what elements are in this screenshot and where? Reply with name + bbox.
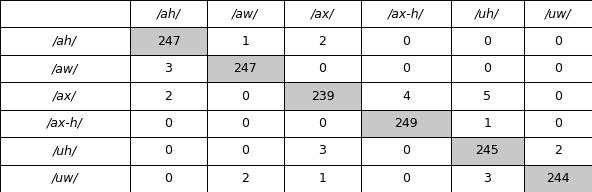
Bar [207, 110, 284, 137]
Text: /uw/: /uw/ [52, 172, 78, 185]
Bar [451, 110, 524, 137]
Text: /ah/: /ah/ [53, 35, 77, 48]
Text: 247: 247 [157, 35, 181, 48]
Bar [524, 55, 592, 82]
Bar [207, 27, 284, 55]
Text: 1: 1 [484, 117, 491, 130]
Text: /ax-h/: /ax-h/ [47, 117, 83, 130]
Bar [207, 0, 284, 27]
Bar [361, 165, 451, 192]
Bar [130, 110, 207, 137]
Text: 0: 0 [484, 35, 491, 48]
Bar [524, 110, 592, 137]
Text: 0: 0 [242, 144, 249, 157]
Text: 0: 0 [242, 117, 249, 130]
Text: /ax/: /ax/ [53, 89, 77, 103]
Text: 245: 245 [475, 144, 500, 157]
Bar [0, 55, 130, 82]
Bar [284, 137, 361, 165]
Bar [130, 27, 207, 55]
Bar [284, 55, 361, 82]
Bar [524, 0, 592, 27]
Text: 0: 0 [402, 172, 410, 185]
Bar [524, 137, 592, 165]
Text: 2: 2 [318, 35, 326, 48]
Text: /ax/: /ax/ [311, 7, 334, 20]
Text: /uh/: /uh/ [53, 144, 77, 157]
Bar [451, 27, 524, 55]
Text: /uw/: /uw/ [545, 7, 571, 20]
Bar [207, 82, 284, 110]
Text: /ax-h/: /ax-h/ [388, 7, 424, 20]
Bar [207, 137, 284, 165]
Bar [284, 27, 361, 55]
Bar [284, 82, 361, 110]
Text: 0: 0 [165, 144, 172, 157]
Bar [451, 82, 524, 110]
Text: 2: 2 [554, 144, 562, 157]
Bar [0, 137, 130, 165]
Text: 3: 3 [484, 172, 491, 185]
Text: 5: 5 [484, 89, 491, 103]
Text: 0: 0 [484, 62, 491, 75]
Text: 0: 0 [554, 89, 562, 103]
Text: 0: 0 [242, 89, 249, 103]
Text: 249: 249 [394, 117, 418, 130]
Text: 3: 3 [165, 62, 172, 75]
Text: /ah/: /ah/ [156, 7, 181, 20]
Bar [361, 110, 451, 137]
Text: 1: 1 [242, 35, 249, 48]
Bar [130, 0, 207, 27]
Bar [130, 165, 207, 192]
Text: /aw/: /aw/ [232, 7, 259, 20]
Text: 0: 0 [554, 35, 562, 48]
Text: 0: 0 [402, 35, 410, 48]
Text: 4: 4 [402, 89, 410, 103]
Text: 0: 0 [318, 117, 327, 130]
Bar [284, 165, 361, 192]
Bar [524, 165, 592, 192]
Bar [451, 0, 524, 27]
Bar [361, 55, 451, 82]
Bar [524, 27, 592, 55]
Bar [451, 165, 524, 192]
Text: /aw/: /aw/ [52, 62, 78, 75]
Text: 239: 239 [311, 89, 334, 103]
Text: 0: 0 [402, 144, 410, 157]
Text: 0: 0 [318, 62, 327, 75]
Text: 0: 0 [554, 62, 562, 75]
Bar [361, 137, 451, 165]
Text: 244: 244 [546, 172, 570, 185]
Bar [130, 55, 207, 82]
Bar [451, 55, 524, 82]
Bar [0, 110, 130, 137]
Text: 0: 0 [402, 62, 410, 75]
Bar [0, 0, 130, 27]
Text: 1: 1 [318, 172, 326, 185]
Bar [0, 27, 130, 55]
Bar [0, 165, 130, 192]
Bar [284, 110, 361, 137]
Text: 247: 247 [234, 62, 258, 75]
Bar [361, 27, 451, 55]
Bar [130, 137, 207, 165]
Text: /uh/: /uh/ [475, 7, 500, 20]
Bar [524, 82, 592, 110]
Bar [0, 82, 130, 110]
Bar [361, 82, 451, 110]
Bar [207, 55, 284, 82]
Bar [130, 82, 207, 110]
Bar [284, 0, 361, 27]
Text: 0: 0 [165, 172, 172, 185]
Text: 0: 0 [165, 117, 172, 130]
Bar [207, 165, 284, 192]
Text: 0: 0 [554, 117, 562, 130]
Bar [451, 137, 524, 165]
Text: 2: 2 [242, 172, 249, 185]
Text: 2: 2 [165, 89, 172, 103]
Text: 3: 3 [318, 144, 326, 157]
Bar [361, 0, 451, 27]
